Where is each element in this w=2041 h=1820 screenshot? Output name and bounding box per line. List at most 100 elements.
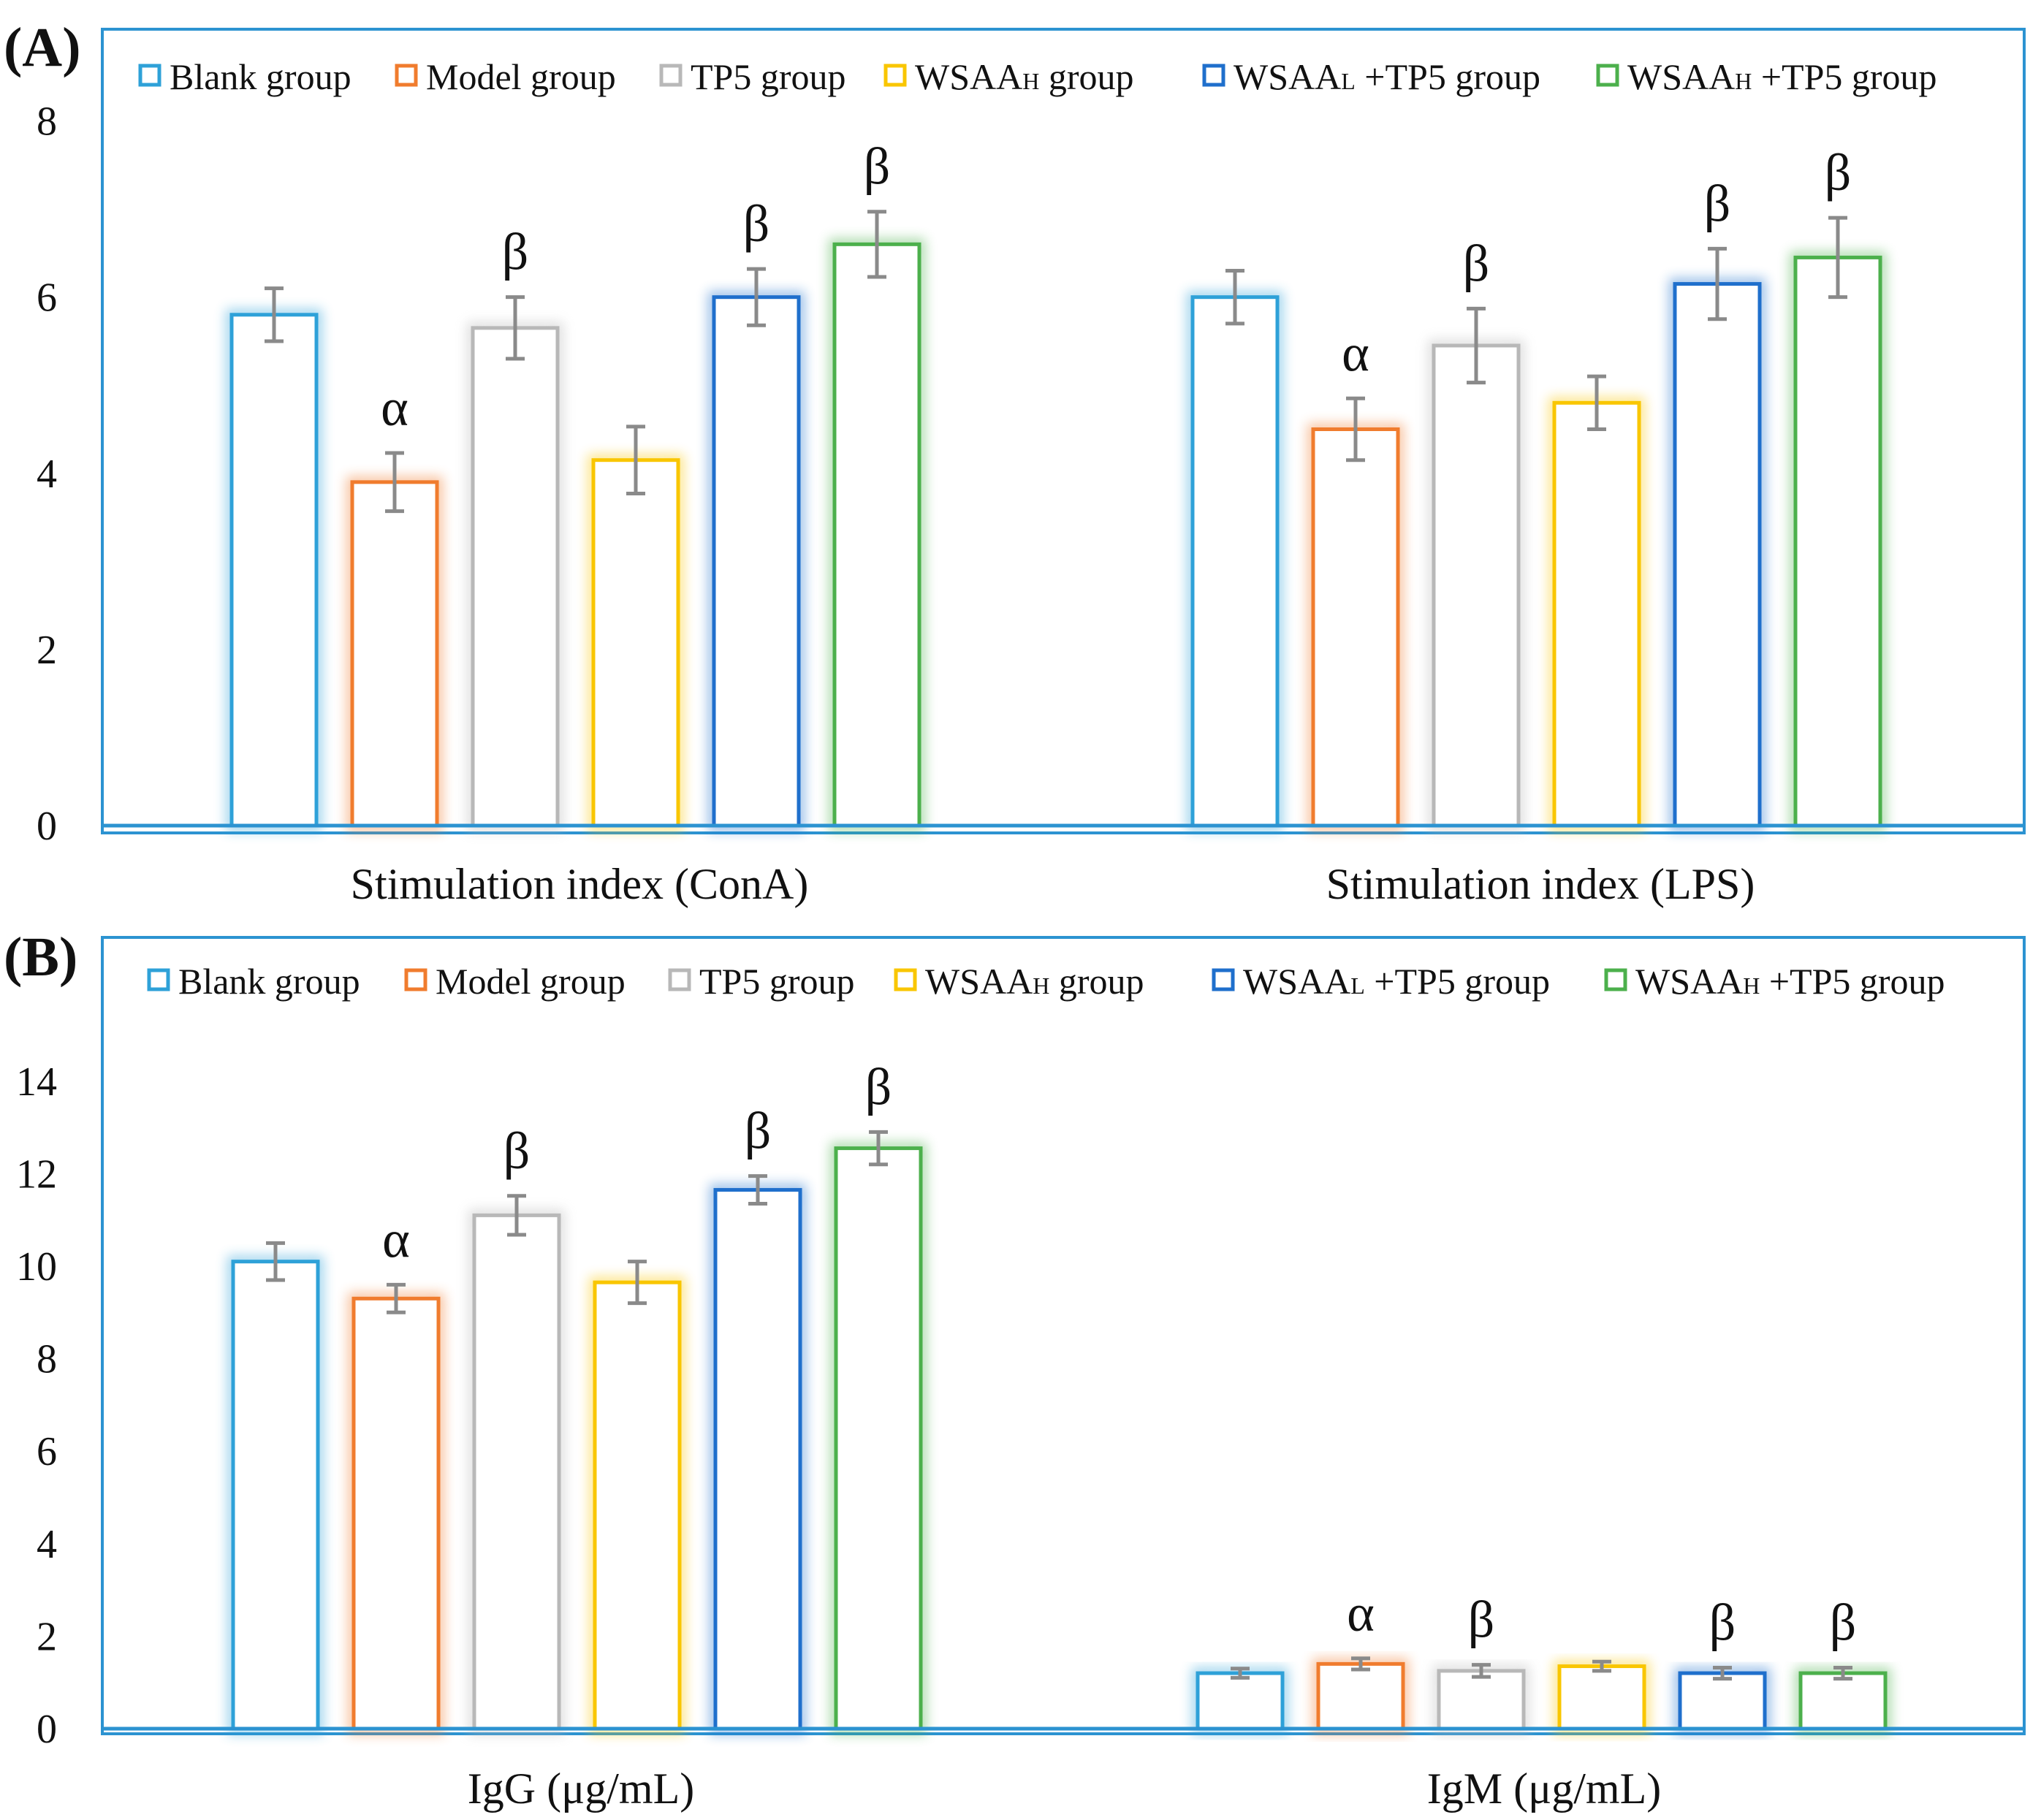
bar bbox=[1673, 282, 1762, 828]
panel-a-frame bbox=[101, 28, 2026, 834]
y-tick-label: 10 bbox=[16, 1244, 57, 1290]
legend-b: Blank group Model group TP5 group WSAAH gro… bbox=[147, 961, 1945, 1002]
significance-mark: β bbox=[743, 194, 770, 253]
panel-a-label: (A) bbox=[4, 17, 81, 78]
category-label-igg: IgG (μg/mL) bbox=[468, 1764, 694, 1813]
bar bbox=[229, 313, 319, 828]
bar bbox=[832, 242, 921, 828]
bar bbox=[472, 1213, 561, 1731]
significance-mark: β bbox=[502, 223, 529, 281]
significance-mark: β bbox=[864, 137, 891, 196]
bar bbox=[1196, 1671, 1285, 1731]
bar bbox=[1557, 1664, 1646, 1731]
legend-label: WSAAL +TP5 group bbox=[1234, 56, 1540, 97]
bar bbox=[593, 1280, 682, 1731]
bar bbox=[351, 1296, 441, 1731]
category-label-lps: Stimulation index (LPS) bbox=[1326, 860, 1755, 908]
legend-item: WSAAL +TP5 group bbox=[1202, 56, 1540, 97]
legend-item: TP5 group bbox=[668, 961, 855, 1002]
legend-label: TP5 group bbox=[691, 56, 846, 97]
legend-label: Blank group bbox=[170, 56, 351, 97]
significance-mark: β bbox=[1704, 174, 1731, 232]
bar bbox=[1316, 1661, 1405, 1731]
legend-label: Model group bbox=[426, 56, 616, 97]
legend-swatch bbox=[1604, 968, 1627, 991]
legend-item: WSAAH +TP5 group bbox=[1604, 961, 1945, 1002]
bar bbox=[1552, 400, 1641, 828]
bars-b: α α β β β β β β bbox=[227, 1057, 1891, 1735]
legend-swatch bbox=[404, 968, 427, 991]
panel-b-frame bbox=[101, 936, 2026, 1735]
legend-item: TP5 group bbox=[659, 56, 846, 97]
legend-label: WSAAL +TP5 group bbox=[1243, 961, 1550, 1002]
y-tick-label: 6 bbox=[37, 275, 57, 321]
y-tick-label: 6 bbox=[37, 1429, 57, 1474]
panel-b-label: (B) bbox=[4, 926, 77, 988]
significance-mark: α bbox=[382, 1210, 410, 1268]
legend-item: Blank group bbox=[147, 961, 360, 1002]
legend-label: Blank group bbox=[178, 961, 360, 1002]
bar bbox=[591, 458, 680, 828]
bar bbox=[350, 480, 439, 828]
y-tick-label: 14 bbox=[16, 1059, 57, 1105]
bar bbox=[1432, 343, 1521, 828]
y-tick-label: 12 bbox=[16, 1151, 57, 1197]
bar bbox=[1311, 427, 1400, 828]
significance-mark: α bbox=[1342, 324, 1369, 382]
category-label-conA: Stimulation index (ConA) bbox=[351, 860, 809, 908]
legend-item: WSAAH group bbox=[883, 56, 1133, 97]
legend-swatch bbox=[883, 64, 907, 87]
legend-swatch bbox=[1202, 64, 1225, 87]
y-tick-label: 0 bbox=[37, 804, 57, 849]
bar bbox=[231, 1260, 320, 1731]
legend-label: WSAAH group bbox=[925, 961, 1144, 1002]
panel-a: (A) Blank group Model group TP5 group WSAAH… bbox=[4, 17, 2026, 908]
bar bbox=[1190, 295, 1280, 828]
legend-item: WSAAL +TP5 group bbox=[1212, 961, 1550, 1002]
bar bbox=[1793, 255, 1882, 828]
legend-swatch bbox=[147, 968, 170, 991]
significance-mark: β bbox=[503, 1122, 531, 1180]
significance-mark: β bbox=[865, 1057, 892, 1116]
legend-label: WSAAH +TP5 group bbox=[1635, 961, 1945, 1002]
legend-label: TP5 group bbox=[699, 961, 855, 1002]
y-tick-label: 4 bbox=[37, 1522, 57, 1567]
bar bbox=[713, 1188, 802, 1731]
panel-b: (B) Blank group Model group TP5 group WSAAH… bbox=[4, 926, 2026, 1813]
significance-mark: β bbox=[1463, 234, 1490, 292]
bar bbox=[712, 295, 801, 828]
y-axis-b: 0 2 4 6 8 10 12 14 bbox=[16, 1059, 57, 1752]
legend-item: WSAAH group bbox=[894, 961, 1144, 1002]
legend-label: Model group bbox=[436, 961, 626, 1002]
legend-label: WSAAH group bbox=[915, 56, 1133, 97]
significance-mark: β bbox=[1830, 1593, 1857, 1651]
bar bbox=[1678, 1671, 1767, 1731]
y-tick-label: 2 bbox=[37, 1614, 57, 1659]
legend-swatch bbox=[894, 968, 917, 991]
significance-mark: α bbox=[1347, 1584, 1375, 1642]
y-tick-label: 8 bbox=[37, 99, 57, 145]
legend-swatch bbox=[1596, 64, 1619, 87]
legend-label: WSAAH +TP5 group bbox=[1627, 56, 1937, 97]
bar bbox=[1437, 1669, 1526, 1731]
y-tick-label: 0 bbox=[37, 1707, 57, 1752]
legend-swatch bbox=[668, 968, 691, 991]
y-axis-a: 0 2 4 6 8 bbox=[37, 99, 57, 849]
legend-swatch bbox=[1212, 968, 1235, 991]
y-tick-label: 8 bbox=[37, 1337, 57, 1382]
legend-swatch bbox=[395, 64, 418, 87]
legend-item: Model group bbox=[395, 56, 616, 97]
y-tick-label: 2 bbox=[37, 628, 57, 673]
bar bbox=[834, 1146, 923, 1731]
category-label-igm: IgM (μg/mL) bbox=[1427, 1764, 1661, 1813]
legend-item: Model group bbox=[404, 961, 626, 1002]
legend-item: Blank group bbox=[138, 56, 351, 97]
significance-mark: β bbox=[1468, 1591, 1495, 1649]
legend-item: WSAAH +TP5 group bbox=[1596, 56, 1937, 97]
legend-swatch bbox=[659, 64, 683, 87]
significance-mark: β bbox=[1709, 1593, 1736, 1651]
bar bbox=[1798, 1671, 1888, 1731]
legend-swatch bbox=[138, 64, 161, 87]
significance-mark: β bbox=[745, 1102, 772, 1160]
